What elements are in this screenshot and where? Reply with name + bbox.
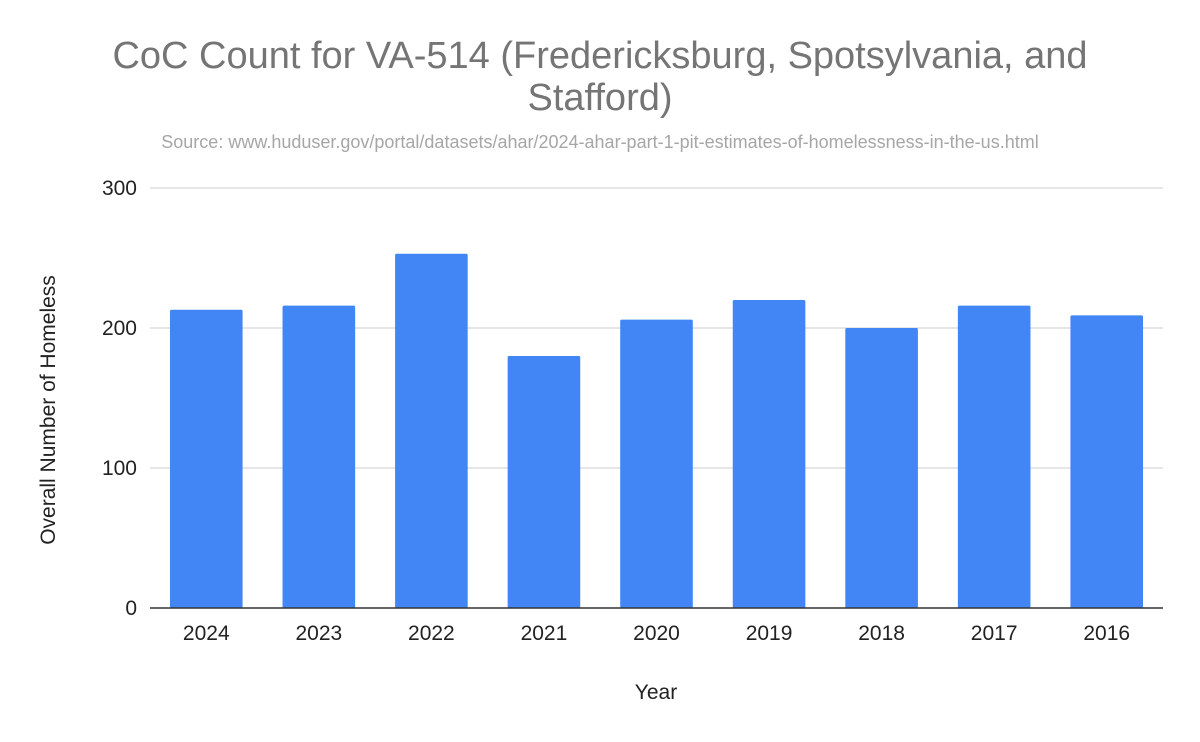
bar-2016 <box>1070 315 1144 608</box>
y-axis-title: Overall Number of Homeless <box>37 275 60 545</box>
bar-2018 <box>845 328 918 608</box>
bar-2024 <box>169 309 243 608</box>
y-tick-label: 100 <box>102 457 137 480</box>
chart-subtitle: Source: www.huduser.gov/portal/datasets/… <box>161 132 1038 152</box>
x-axis-title: Year <box>635 681 677 704</box>
bar-2023 <box>282 305 356 608</box>
bar-2022 <box>395 253 468 609</box>
x-tick-label: 2019 <box>746 622 793 645</box>
chart-title-line-2: Stafford) <box>527 77 672 119</box>
bar-2020 <box>620 319 693 608</box>
x-tick-labels: 2024 2023 2022 2021 2020 2019 2018 2017 2016 <box>183 622 1130 645</box>
bar-2019 <box>732 300 806 608</box>
y-tick-labels: 0 100 200 300 <box>102 177 137 620</box>
x-tick-label: 2017 <box>971 622 1018 645</box>
bar-2017 <box>957 305 1031 608</box>
bar-2021 <box>507 356 581 608</box>
y-tick-label: 0 <box>125 597 137 620</box>
x-tick-label: 2018 <box>858 622 905 645</box>
chart-title-line-1: CoC Count for VA-514 (Fredericksburg, Sp… <box>112 35 1087 77</box>
x-tick-label: 2022 <box>408 622 455 645</box>
y-tick-label: 200 <box>102 317 137 340</box>
x-tick-label: 2021 <box>521 622 568 645</box>
x-tick-label: 2024 <box>183 622 230 645</box>
x-tick-label: 2023 <box>295 622 342 645</box>
x-tick-label: 2020 <box>633 622 680 645</box>
bars <box>169 253 1144 609</box>
x-tick-label: 2016 <box>1083 622 1130 645</box>
y-tick-label: 300 <box>102 177 137 200</box>
